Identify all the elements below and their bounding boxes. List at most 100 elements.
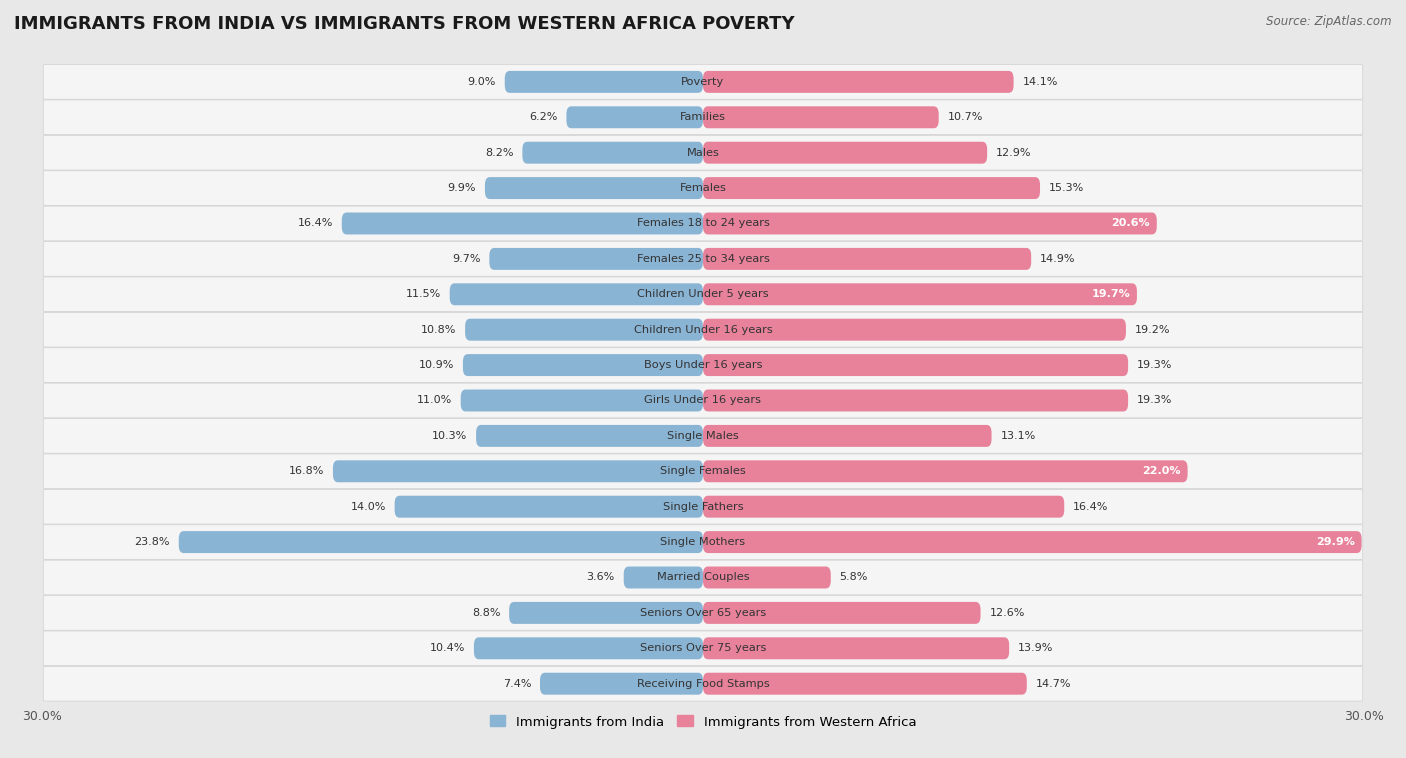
Text: 10.7%: 10.7% xyxy=(948,112,983,122)
Text: 12.6%: 12.6% xyxy=(990,608,1025,618)
FancyBboxPatch shape xyxy=(703,460,1188,482)
Text: 14.1%: 14.1% xyxy=(1022,77,1057,87)
Text: 16.8%: 16.8% xyxy=(288,466,325,476)
Text: 10.3%: 10.3% xyxy=(432,431,467,441)
Text: 3.6%: 3.6% xyxy=(586,572,614,582)
Text: 8.8%: 8.8% xyxy=(472,608,501,618)
FancyBboxPatch shape xyxy=(703,566,831,588)
FancyBboxPatch shape xyxy=(44,418,1362,453)
FancyBboxPatch shape xyxy=(523,142,703,164)
Legend: Immigrants from India, Immigrants from Western Africa: Immigrants from India, Immigrants from W… xyxy=(484,710,922,734)
Text: Single Females: Single Females xyxy=(661,466,745,476)
FancyBboxPatch shape xyxy=(44,136,1362,170)
Text: Single Males: Single Males xyxy=(666,431,740,441)
FancyBboxPatch shape xyxy=(465,318,703,340)
Text: Married Couples: Married Couples xyxy=(657,572,749,582)
Text: Females 25 to 34 years: Females 25 to 34 years xyxy=(637,254,769,264)
FancyBboxPatch shape xyxy=(44,277,1362,312)
FancyBboxPatch shape xyxy=(44,171,1362,205)
FancyBboxPatch shape xyxy=(44,525,1362,559)
FancyBboxPatch shape xyxy=(703,637,1010,659)
Text: Boys Under 16 years: Boys Under 16 years xyxy=(644,360,762,370)
FancyBboxPatch shape xyxy=(703,71,1014,93)
Text: 6.2%: 6.2% xyxy=(529,112,558,122)
FancyBboxPatch shape xyxy=(395,496,703,518)
Text: 20.6%: 20.6% xyxy=(1112,218,1150,228)
Text: Females: Females xyxy=(679,183,727,193)
Text: 10.9%: 10.9% xyxy=(419,360,454,370)
FancyBboxPatch shape xyxy=(703,177,1040,199)
FancyBboxPatch shape xyxy=(44,206,1362,241)
FancyBboxPatch shape xyxy=(703,106,939,128)
FancyBboxPatch shape xyxy=(540,673,703,694)
Text: Males: Males xyxy=(686,148,720,158)
Text: 9.0%: 9.0% xyxy=(468,77,496,87)
FancyBboxPatch shape xyxy=(485,177,703,199)
Text: 12.9%: 12.9% xyxy=(995,148,1032,158)
FancyBboxPatch shape xyxy=(703,354,1128,376)
Text: 13.1%: 13.1% xyxy=(1001,431,1036,441)
FancyBboxPatch shape xyxy=(450,283,703,305)
FancyBboxPatch shape xyxy=(44,490,1362,524)
Text: Children Under 5 years: Children Under 5 years xyxy=(637,290,769,299)
FancyBboxPatch shape xyxy=(44,242,1362,276)
Text: Receiving Food Stamps: Receiving Food Stamps xyxy=(637,678,769,689)
Text: 19.3%: 19.3% xyxy=(1137,360,1173,370)
FancyBboxPatch shape xyxy=(477,425,703,447)
Text: 16.4%: 16.4% xyxy=(298,218,333,228)
Text: 10.8%: 10.8% xyxy=(420,324,457,335)
FancyBboxPatch shape xyxy=(474,637,703,659)
FancyBboxPatch shape xyxy=(44,383,1362,418)
FancyBboxPatch shape xyxy=(44,666,1362,701)
FancyBboxPatch shape xyxy=(179,531,703,553)
Text: 8.2%: 8.2% xyxy=(485,148,513,158)
Text: 15.3%: 15.3% xyxy=(1049,183,1084,193)
FancyBboxPatch shape xyxy=(44,348,1362,383)
FancyBboxPatch shape xyxy=(463,354,703,376)
Text: 22.0%: 22.0% xyxy=(1143,466,1181,476)
FancyBboxPatch shape xyxy=(461,390,703,412)
FancyBboxPatch shape xyxy=(44,560,1362,595)
FancyBboxPatch shape xyxy=(44,454,1362,489)
FancyBboxPatch shape xyxy=(509,602,703,624)
FancyBboxPatch shape xyxy=(703,318,1126,340)
Text: 14.9%: 14.9% xyxy=(1040,254,1076,264)
FancyBboxPatch shape xyxy=(703,390,1128,412)
Text: Poverty: Poverty xyxy=(682,77,724,87)
FancyBboxPatch shape xyxy=(567,106,703,128)
Text: 16.4%: 16.4% xyxy=(1073,502,1108,512)
Text: Single Mothers: Single Mothers xyxy=(661,537,745,547)
Text: Females 18 to 24 years: Females 18 to 24 years xyxy=(637,218,769,228)
FancyBboxPatch shape xyxy=(703,425,991,447)
FancyBboxPatch shape xyxy=(44,596,1362,630)
Text: Source: ZipAtlas.com: Source: ZipAtlas.com xyxy=(1267,15,1392,28)
FancyBboxPatch shape xyxy=(333,460,703,482)
FancyBboxPatch shape xyxy=(489,248,703,270)
FancyBboxPatch shape xyxy=(44,64,1362,99)
Text: Seniors Over 75 years: Seniors Over 75 years xyxy=(640,644,766,653)
Text: IMMIGRANTS FROM INDIA VS IMMIGRANTS FROM WESTERN AFRICA POVERTY: IMMIGRANTS FROM INDIA VS IMMIGRANTS FROM… xyxy=(14,15,794,33)
Text: 9.9%: 9.9% xyxy=(447,183,477,193)
Text: 19.2%: 19.2% xyxy=(1135,324,1170,335)
Text: 5.8%: 5.8% xyxy=(839,572,868,582)
FancyBboxPatch shape xyxy=(703,142,987,164)
Text: 14.0%: 14.0% xyxy=(350,502,385,512)
FancyBboxPatch shape xyxy=(44,100,1362,135)
Text: 19.7%: 19.7% xyxy=(1091,290,1130,299)
FancyBboxPatch shape xyxy=(703,673,1026,694)
Text: Families: Families xyxy=(681,112,725,122)
FancyBboxPatch shape xyxy=(44,631,1362,666)
Text: 11.0%: 11.0% xyxy=(416,396,451,406)
Text: 13.9%: 13.9% xyxy=(1018,644,1053,653)
Text: Seniors Over 65 years: Seniors Over 65 years xyxy=(640,608,766,618)
Text: 9.7%: 9.7% xyxy=(451,254,481,264)
Text: 10.4%: 10.4% xyxy=(430,644,465,653)
Text: 11.5%: 11.5% xyxy=(405,290,441,299)
FancyBboxPatch shape xyxy=(703,212,1157,234)
Text: 29.9%: 29.9% xyxy=(1316,537,1355,547)
FancyBboxPatch shape xyxy=(624,566,703,588)
Text: Single Fathers: Single Fathers xyxy=(662,502,744,512)
FancyBboxPatch shape xyxy=(44,312,1362,347)
FancyBboxPatch shape xyxy=(703,283,1137,305)
FancyBboxPatch shape xyxy=(703,531,1361,553)
